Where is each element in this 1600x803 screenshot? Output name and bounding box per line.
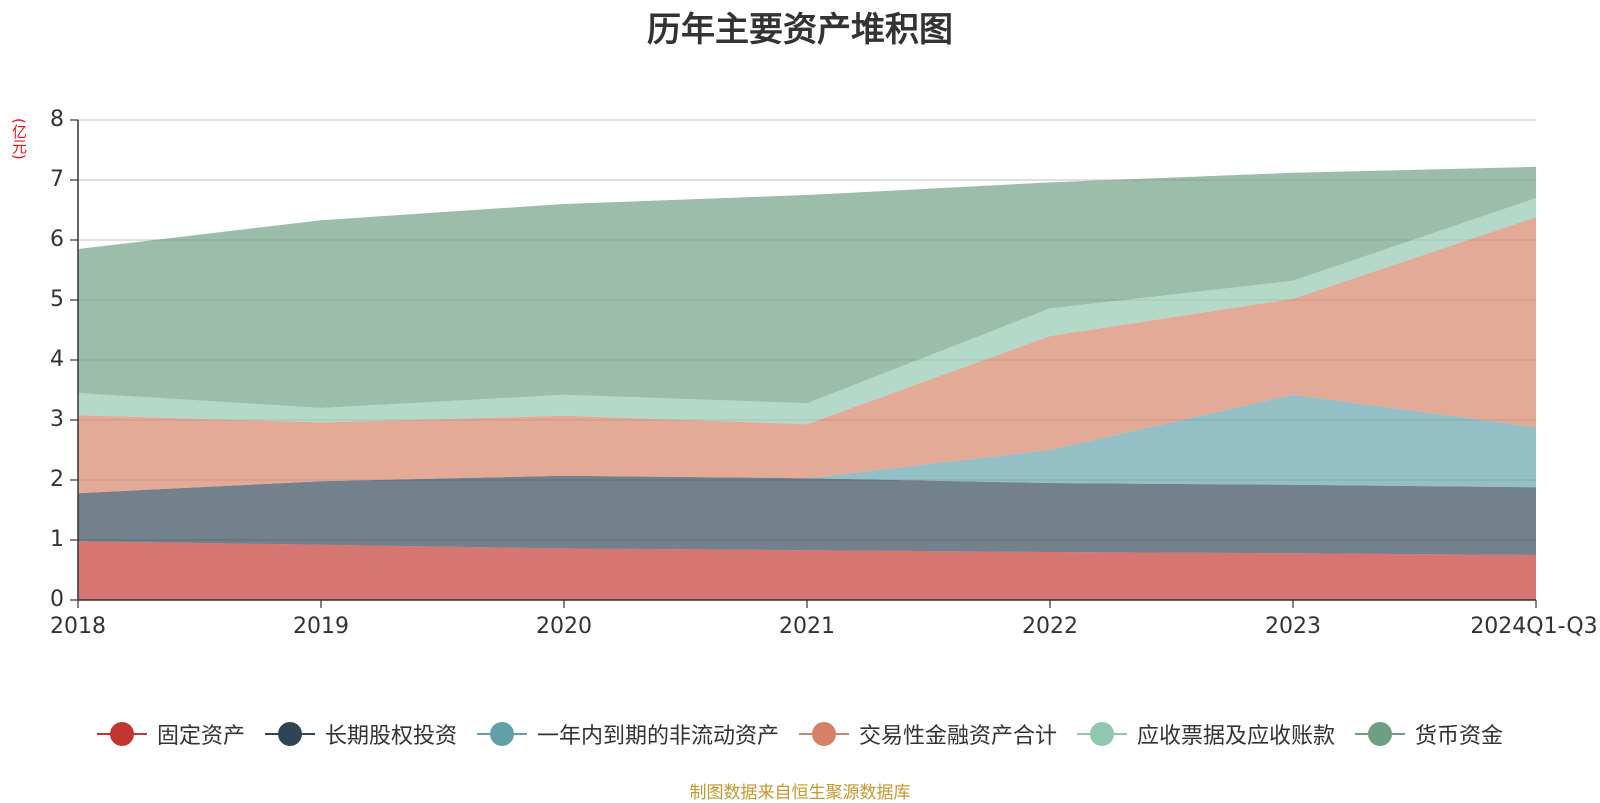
- y-tick-label: 8: [50, 107, 64, 132]
- y-tick-label: 5: [50, 287, 64, 312]
- axes: 0 1 2 3 4 5 6 7 8 2018 2019 2020 2021 2022 2023 2024Q1-…: [50, 107, 1598, 639]
- legend-marker-icon: [1077, 722, 1128, 746]
- stacked-area-chart: 0 1 2 3 4 5 6 7 8 2018 2019 2020 2021 2022 2023 2024Q1-…: [50, 107, 1598, 639]
- legend-item[interactable]: 应收票据及应收账款: [1077, 718, 1335, 750]
- y-tick-label: 7: [50, 167, 64, 192]
- x-tick-label: 2018: [50, 614, 106, 639]
- chart-title: 历年主要资产堆积图: [647, 10, 953, 50]
- y-tick-label: 3: [50, 407, 64, 432]
- legend-marker-icon: [264, 722, 315, 746]
- area-series-长期股权投资: [78, 475, 1536, 555]
- legend-item[interactable]: 长期股权投资: [264, 718, 457, 750]
- legend-label: 一年内到期的非流动资产: [536, 724, 779, 749]
- area-series-货币资金: [78, 166, 1536, 408]
- legend-marker-icon: [799, 722, 849, 746]
- x-tick-label: 2024Q1-Q3: [1470, 614, 1597, 639]
- x-tick-label: 2021: [779, 614, 835, 639]
- legend: 固定资产 长期股权投资 一年内到期的非流动资产 交易性金融资产合计 应收票据及应收账款 货…: [0, 716, 1600, 752]
- y-tick-label: 2: [50, 467, 64, 492]
- area-series-一年内到期的非流动资产: [78, 394, 1536, 494]
- y-tick-label: 0: [50, 587, 64, 612]
- area-series-交易性金融资产合计: [78, 217, 1536, 494]
- y-tick-label: 4: [50, 347, 64, 372]
- legend-label: 长期股权投资: [324, 724, 457, 749]
- area-series: [78, 166, 1536, 600]
- legend-item[interactable]: 一年内到期的非流动资产: [476, 718, 779, 750]
- y-tick-label: 6: [50, 227, 64, 252]
- legend-label: 应收票据及应收账款: [1137, 724, 1336, 749]
- legend-label: 交易性金融资产合计: [859, 724, 1058, 749]
- area-series-固定资产: [78, 541, 1536, 600]
- legend-item[interactable]: 货币资金: [1355, 718, 1503, 750]
- legend-marker-icon: [476, 722, 527, 746]
- y-axis-unit-label: (亿元): [10, 118, 28, 160]
- x-tick-label: 2020: [536, 614, 592, 639]
- legend-marker-icon: [96, 722, 147, 746]
- legend-item[interactable]: 交易性金融资产合计: [799, 718, 1057, 750]
- y-tick-label: 1: [50, 527, 64, 552]
- x-tick-label: 2023: [1265, 614, 1321, 639]
- legend-item[interactable]: 固定资产: [96, 718, 245, 750]
- legend-label: 货币资金: [1415, 724, 1504, 749]
- source-note: 制图数据来自恒生聚源数据库: [689, 783, 911, 803]
- x-tick-label: 2019: [293, 614, 349, 639]
- legend-label: 固定资产: [156, 724, 245, 749]
- legend-marker-icon: [1355, 722, 1406, 746]
- x-tick-label: 2022: [1022, 614, 1078, 639]
